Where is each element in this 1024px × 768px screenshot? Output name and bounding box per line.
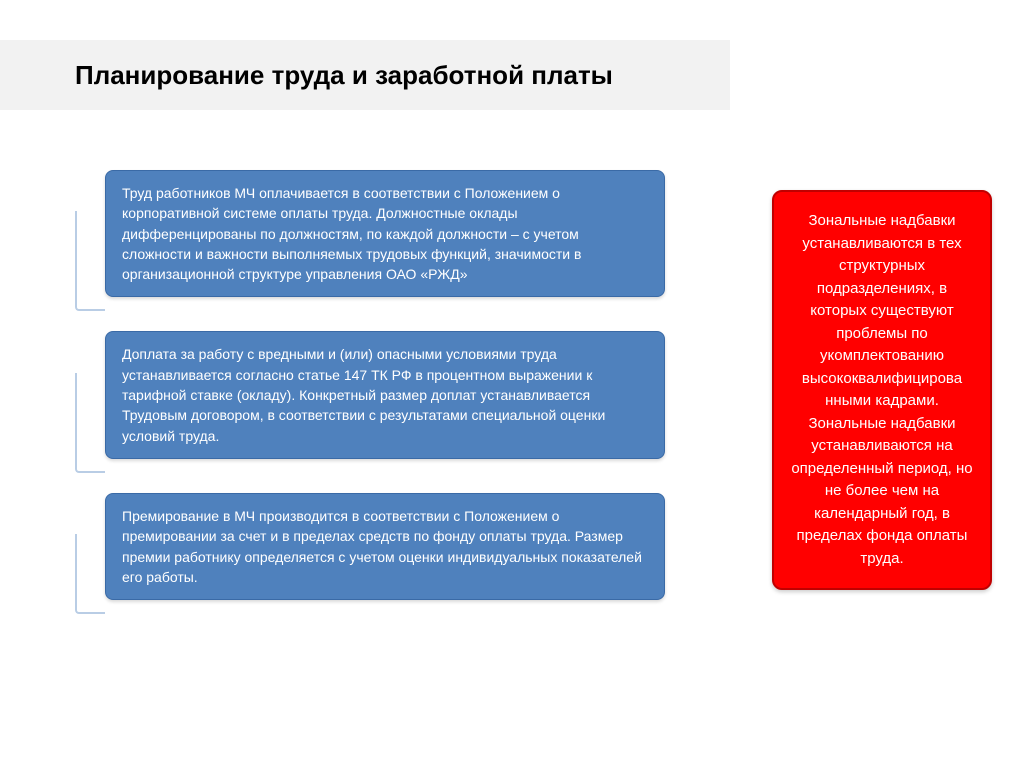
info-block: Премирование в МЧ производится в соответ… [75, 493, 665, 600]
blue-info-box: Премирование в МЧ производится в соответ… [105, 493, 665, 600]
page-title: Планирование труда и заработной платы [75, 60, 613, 91]
bracket-decoration [75, 211, 105, 311]
bracket-decoration [75, 534, 105, 614]
info-block: Доплата за работу с вредными и (или) опа… [75, 331, 665, 458]
blue-info-box: Труд работников МЧ оплачивается в соотве… [105, 170, 665, 297]
bracket-decoration [75, 373, 105, 473]
blue-info-box: Доплата за работу с вредными и (или) опа… [105, 331, 665, 458]
title-bar: Планирование труда и заработной платы [0, 40, 730, 110]
left-column: Труд работников МЧ оплачивается в соотве… [75, 170, 665, 634]
red-callout-box: Зональные надбавки устанавливаются в тех… [772, 190, 992, 590]
info-block: Труд работников МЧ оплачивается в соотве… [75, 170, 665, 297]
